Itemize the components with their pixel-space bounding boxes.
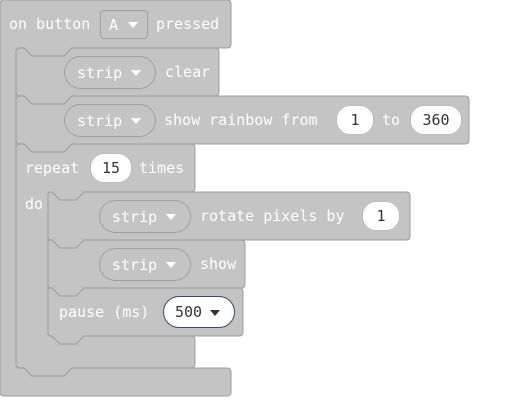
chevron-down-icon — [166, 214, 177, 220]
rotate-strip-dropdown[interactable]: strip — [99, 200, 191, 233]
repeat-label: repeat — [25, 159, 80, 177]
pause-duration-dropdown[interactable]: 500 — [163, 296, 235, 328]
rotate-value-input[interactable]: 1 — [362, 201, 400, 231]
event-prefix-label: on button — [9, 15, 91, 33]
show-strip-label: strip — [112, 255, 158, 274]
pause-duration-value: 500 — [175, 303, 203, 321]
repeat-times-label: times — [139, 159, 185, 177]
rainbow-from-input[interactable]: 1 — [336, 105, 374, 135]
rainbow-to-input[interactable]: 360 — [410, 105, 462, 135]
rainbow-strip-dropdown[interactable]: strip — [64, 104, 156, 137]
clear-strip-label: strip — [77, 63, 123, 82]
clear-strip-dropdown[interactable]: strip — [64, 56, 156, 89]
clear-action-label: clear — [165, 63, 211, 81]
chevron-down-icon — [131, 70, 142, 76]
show-action-label: show — [200, 255, 237, 273]
chevron-down-icon — [131, 118, 142, 124]
button-selector-value: A — [109, 15, 119, 34]
rainbow-text-label: show rainbow from — [164, 111, 318, 129]
pause-label: pause (ms) — [59, 303, 150, 321]
repeat-do-label: do — [25, 195, 44, 213]
chevron-down-icon — [128, 22, 139, 28]
show-strip-dropdown[interactable]: strip — [99, 248, 191, 281]
rainbow-strip-label: strip — [77, 111, 123, 130]
rotate-text-label: rotate pixels by — [200, 207, 345, 225]
rainbow-to-label: to — [382, 111, 401, 129]
chevron-down-icon — [166, 262, 177, 268]
button-selector-dropdown[interactable]: A — [100, 10, 148, 39]
repeat-count-input[interactable]: 15 — [90, 153, 132, 183]
rotate-strip-label: strip — [112, 207, 158, 226]
chevron-down-icon — [210, 309, 221, 316]
event-suffix-label: pressed — [156, 15, 220, 33]
